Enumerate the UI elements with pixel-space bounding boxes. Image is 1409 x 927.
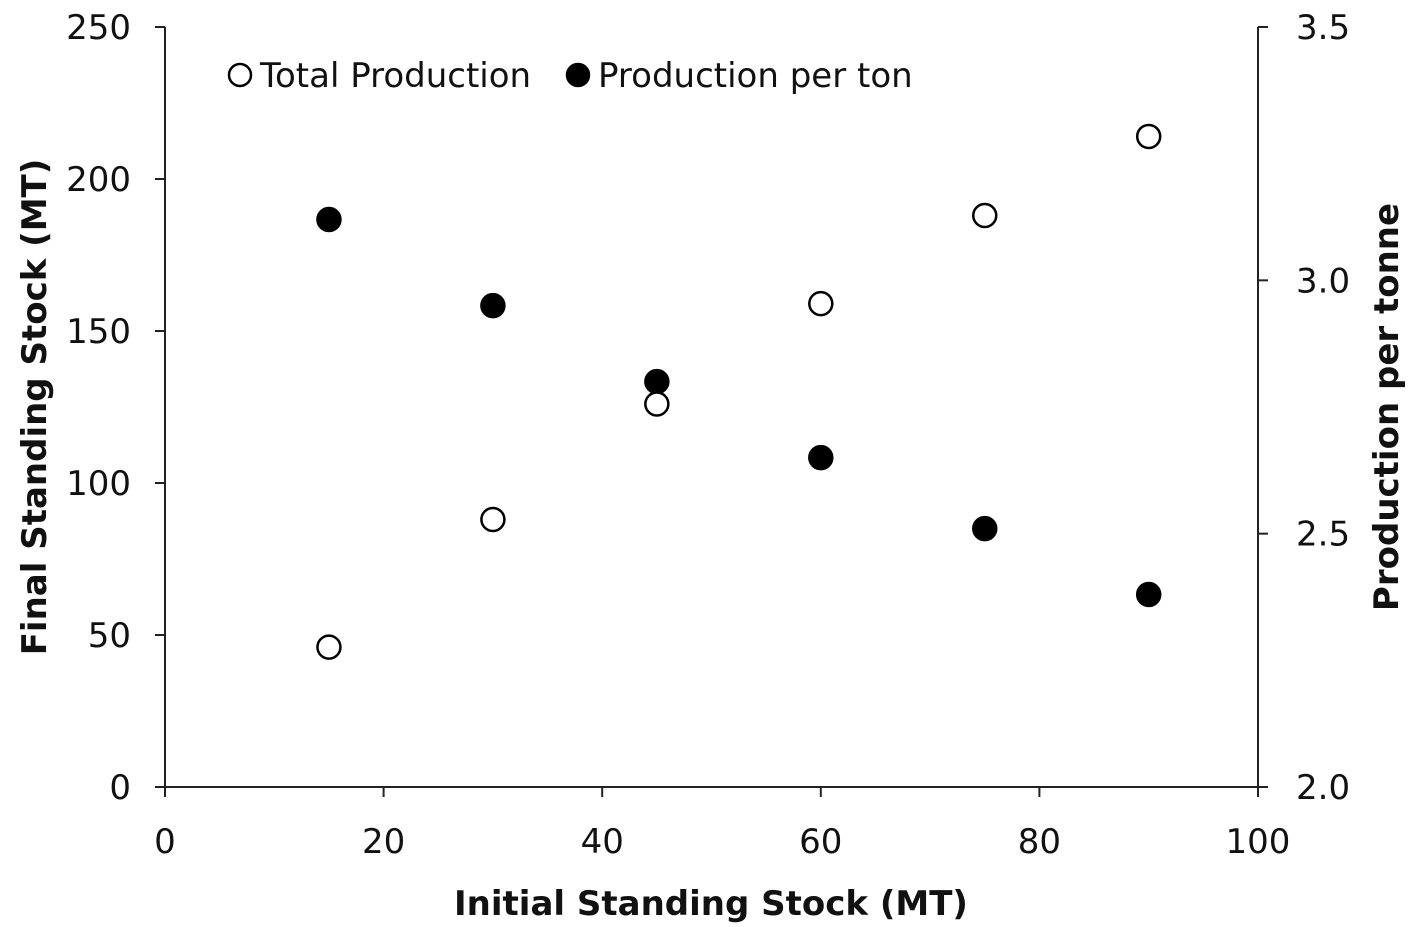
data-point-production-per-ton [972, 515, 998, 542]
x-tick-label: 80 [1018, 822, 1061, 862]
legend-label-total-production: Total Production [259, 56, 531, 96]
y-tick-label: 100 [66, 464, 131, 504]
data-point-total-production [644, 391, 670, 417]
y2-tick-label: 2.5 [1296, 515, 1350, 555]
data-point-production-per-ton [316, 206, 342, 233]
x-tick-label: 40 [581, 822, 624, 862]
y-tick-label: 0 [109, 768, 131, 808]
legend-label-production-per-ton: Production per ton [598, 56, 913, 96]
legend: Total Production Production per ton [227, 56, 913, 96]
y2-tick-label: 3.0 [1296, 261, 1350, 301]
data-point-production-per-ton [1135, 581, 1162, 608]
tick-labels: 0 20 40 60 80 100 0 50 100 150 200 250 2.0 2.5 3.0 3.5 [66, 8, 1350, 862]
data-point-total-production [1135, 123, 1162, 150]
x-tick-label: 20 [362, 822, 405, 862]
y2-tick-label: 3.5 [1296, 8, 1350, 48]
y-tick-label: 200 [66, 160, 131, 200]
x-axis-title: Initial Standing Stock (MT) [454, 884, 968, 924]
x-tick-label: 0 [154, 822, 176, 862]
y-tick-label: 150 [66, 312, 131, 352]
y2-axis-title: Production per tonne [1367, 203, 1407, 611]
data-point-production-per-ton [808, 444, 834, 471]
axes [155, 26, 1268, 797]
legend-marker-filled-circle [565, 62, 591, 88]
y-tick-label: 250 [66, 8, 131, 48]
legend-marker-open-circle [227, 62, 253, 88]
y-axis-title: Final Standing Stock (MT) [15, 159, 55, 656]
data-point-production-per-ton [480, 292, 506, 319]
x-tick-label: 100 [1226, 822, 1291, 862]
x-tick-label: 60 [799, 822, 842, 862]
data-point-total-production [316, 634, 342, 660]
data-points [316, 123, 1162, 660]
y2-tick-label: 2.0 [1296, 768, 1350, 808]
data-point-total-production [808, 290, 834, 317]
data-point-total-production [972, 202, 998, 229]
y-tick-label: 50 [88, 616, 131, 656]
data-point-production-per-ton [644, 368, 670, 395]
data-point-total-production [480, 506, 506, 533]
